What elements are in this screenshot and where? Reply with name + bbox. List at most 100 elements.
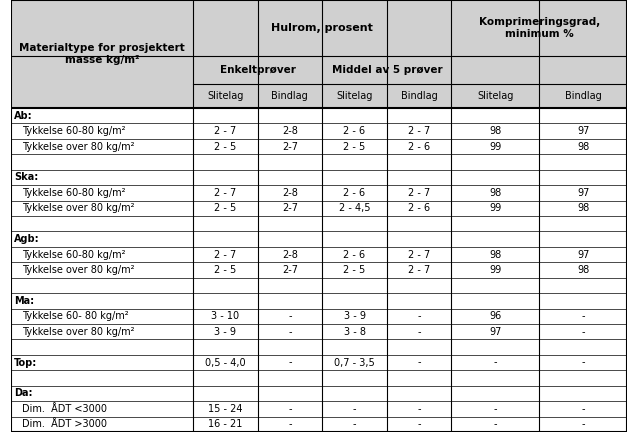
Bar	[193, 200, 258, 216]
Bar	[258, 401, 322, 416]
Text: 2-7: 2-7	[282, 203, 298, 213]
Bar	[539, 370, 627, 386]
Bar	[539, 170, 627, 185]
Bar	[322, 170, 387, 185]
Text: Tykkelse 60-80 kg/m²: Tykkelse 60-80 kg/m²	[23, 188, 126, 198]
Bar	[451, 84, 539, 108]
Bar	[387, 247, 451, 262]
Bar	[11, 355, 193, 370]
Bar	[322, 216, 387, 232]
Text: -: -	[581, 327, 585, 337]
Text: -: -	[288, 311, 292, 321]
Bar	[539, 200, 627, 216]
Bar	[11, 170, 193, 185]
Text: 2 - 6: 2 - 6	[344, 126, 366, 136]
Bar	[193, 170, 258, 185]
Text: -: -	[581, 419, 585, 429]
Text: Dim.  ÅDT <3000: Dim. ÅDT <3000	[23, 404, 107, 414]
Text: 2-8: 2-8	[282, 250, 298, 260]
Text: Ska:: Ska:	[14, 172, 38, 182]
Text: 2 - 5: 2 - 5	[344, 265, 366, 275]
Bar	[451, 185, 539, 200]
Bar	[258, 324, 322, 340]
Bar	[11, 386, 193, 401]
Bar	[539, 262, 627, 278]
Bar	[258, 216, 322, 232]
Text: -: -	[288, 404, 292, 414]
Text: Slitelag: Slitelag	[477, 91, 514, 101]
Bar	[258, 386, 322, 401]
Bar	[258, 355, 322, 370]
Text: Komprimeringsgrad,
minimum %: Komprimeringsgrad, minimum %	[478, 17, 600, 39]
Bar	[451, 293, 539, 308]
Text: Top:: Top:	[14, 358, 38, 368]
Bar	[258, 416, 322, 432]
Bar	[322, 262, 387, 278]
Bar	[322, 108, 387, 124]
Bar	[193, 416, 258, 432]
Text: -: -	[353, 404, 356, 414]
Bar	[387, 124, 451, 139]
Bar	[193, 154, 258, 170]
Bar	[193, 262, 258, 278]
Bar	[11, 370, 193, 386]
Bar	[387, 170, 451, 185]
Bar	[451, 124, 539, 139]
Text: 2-8: 2-8	[282, 188, 298, 198]
Text: -: -	[418, 419, 421, 429]
Bar	[193, 308, 258, 324]
Bar	[258, 185, 322, 200]
Text: Bindlag: Bindlag	[271, 91, 308, 101]
Text: Tykkelse 60-80 kg/m²: Tykkelse 60-80 kg/m²	[23, 250, 126, 260]
Bar	[193, 370, 258, 386]
Text: 2 - 7: 2 - 7	[214, 126, 236, 136]
Bar	[322, 56, 451, 84]
Bar	[451, 340, 539, 355]
Bar	[322, 185, 387, 200]
Text: Tykkelse over 80 kg/m²: Tykkelse over 80 kg/m²	[23, 327, 135, 337]
Bar	[258, 232, 322, 247]
Bar	[11, 324, 193, 340]
Bar	[11, 247, 193, 262]
Bar	[11, 0, 193, 108]
Bar	[193, 56, 322, 84]
Bar	[451, 139, 539, 154]
Bar	[387, 185, 451, 200]
Bar	[539, 324, 627, 340]
Text: Tykkelse over 80 kg/m²: Tykkelse over 80 kg/m²	[23, 142, 135, 152]
Text: -: -	[493, 358, 497, 368]
Bar	[258, 139, 322, 154]
Bar	[451, 386, 539, 401]
Text: 2-7: 2-7	[282, 142, 298, 152]
Text: 98: 98	[577, 265, 589, 275]
Bar	[258, 340, 322, 355]
Bar	[451, 0, 627, 56]
Bar	[539, 84, 627, 108]
Text: 2 - 5: 2 - 5	[214, 142, 236, 152]
Bar	[539, 401, 627, 416]
Bar	[193, 324, 258, 340]
Bar	[258, 170, 322, 185]
Bar	[11, 308, 193, 324]
Bar	[258, 247, 322, 262]
Text: Bindlag: Bindlag	[565, 91, 601, 101]
Bar	[193, 84, 258, 108]
Text: 2 - 7: 2 - 7	[408, 250, 430, 260]
Bar	[322, 355, 387, 370]
Text: -: -	[418, 358, 421, 368]
Bar	[322, 139, 387, 154]
Bar	[387, 308, 451, 324]
Bar	[451, 416, 539, 432]
Bar	[539, 386, 627, 401]
Bar	[539, 293, 627, 308]
Bar	[258, 200, 322, 216]
Text: 0,7 - 3,5: 0,7 - 3,5	[334, 358, 375, 368]
Bar	[11, 340, 193, 355]
Text: 97: 97	[577, 250, 589, 260]
Bar	[539, 308, 627, 324]
Text: Slitelag: Slitelag	[336, 91, 372, 101]
Bar	[258, 108, 322, 124]
Bar	[193, 0, 451, 56]
Text: Tykkelse 60-80 kg/m²: Tykkelse 60-80 kg/m²	[23, 126, 126, 136]
Text: 2 - 7: 2 - 7	[214, 250, 236, 260]
